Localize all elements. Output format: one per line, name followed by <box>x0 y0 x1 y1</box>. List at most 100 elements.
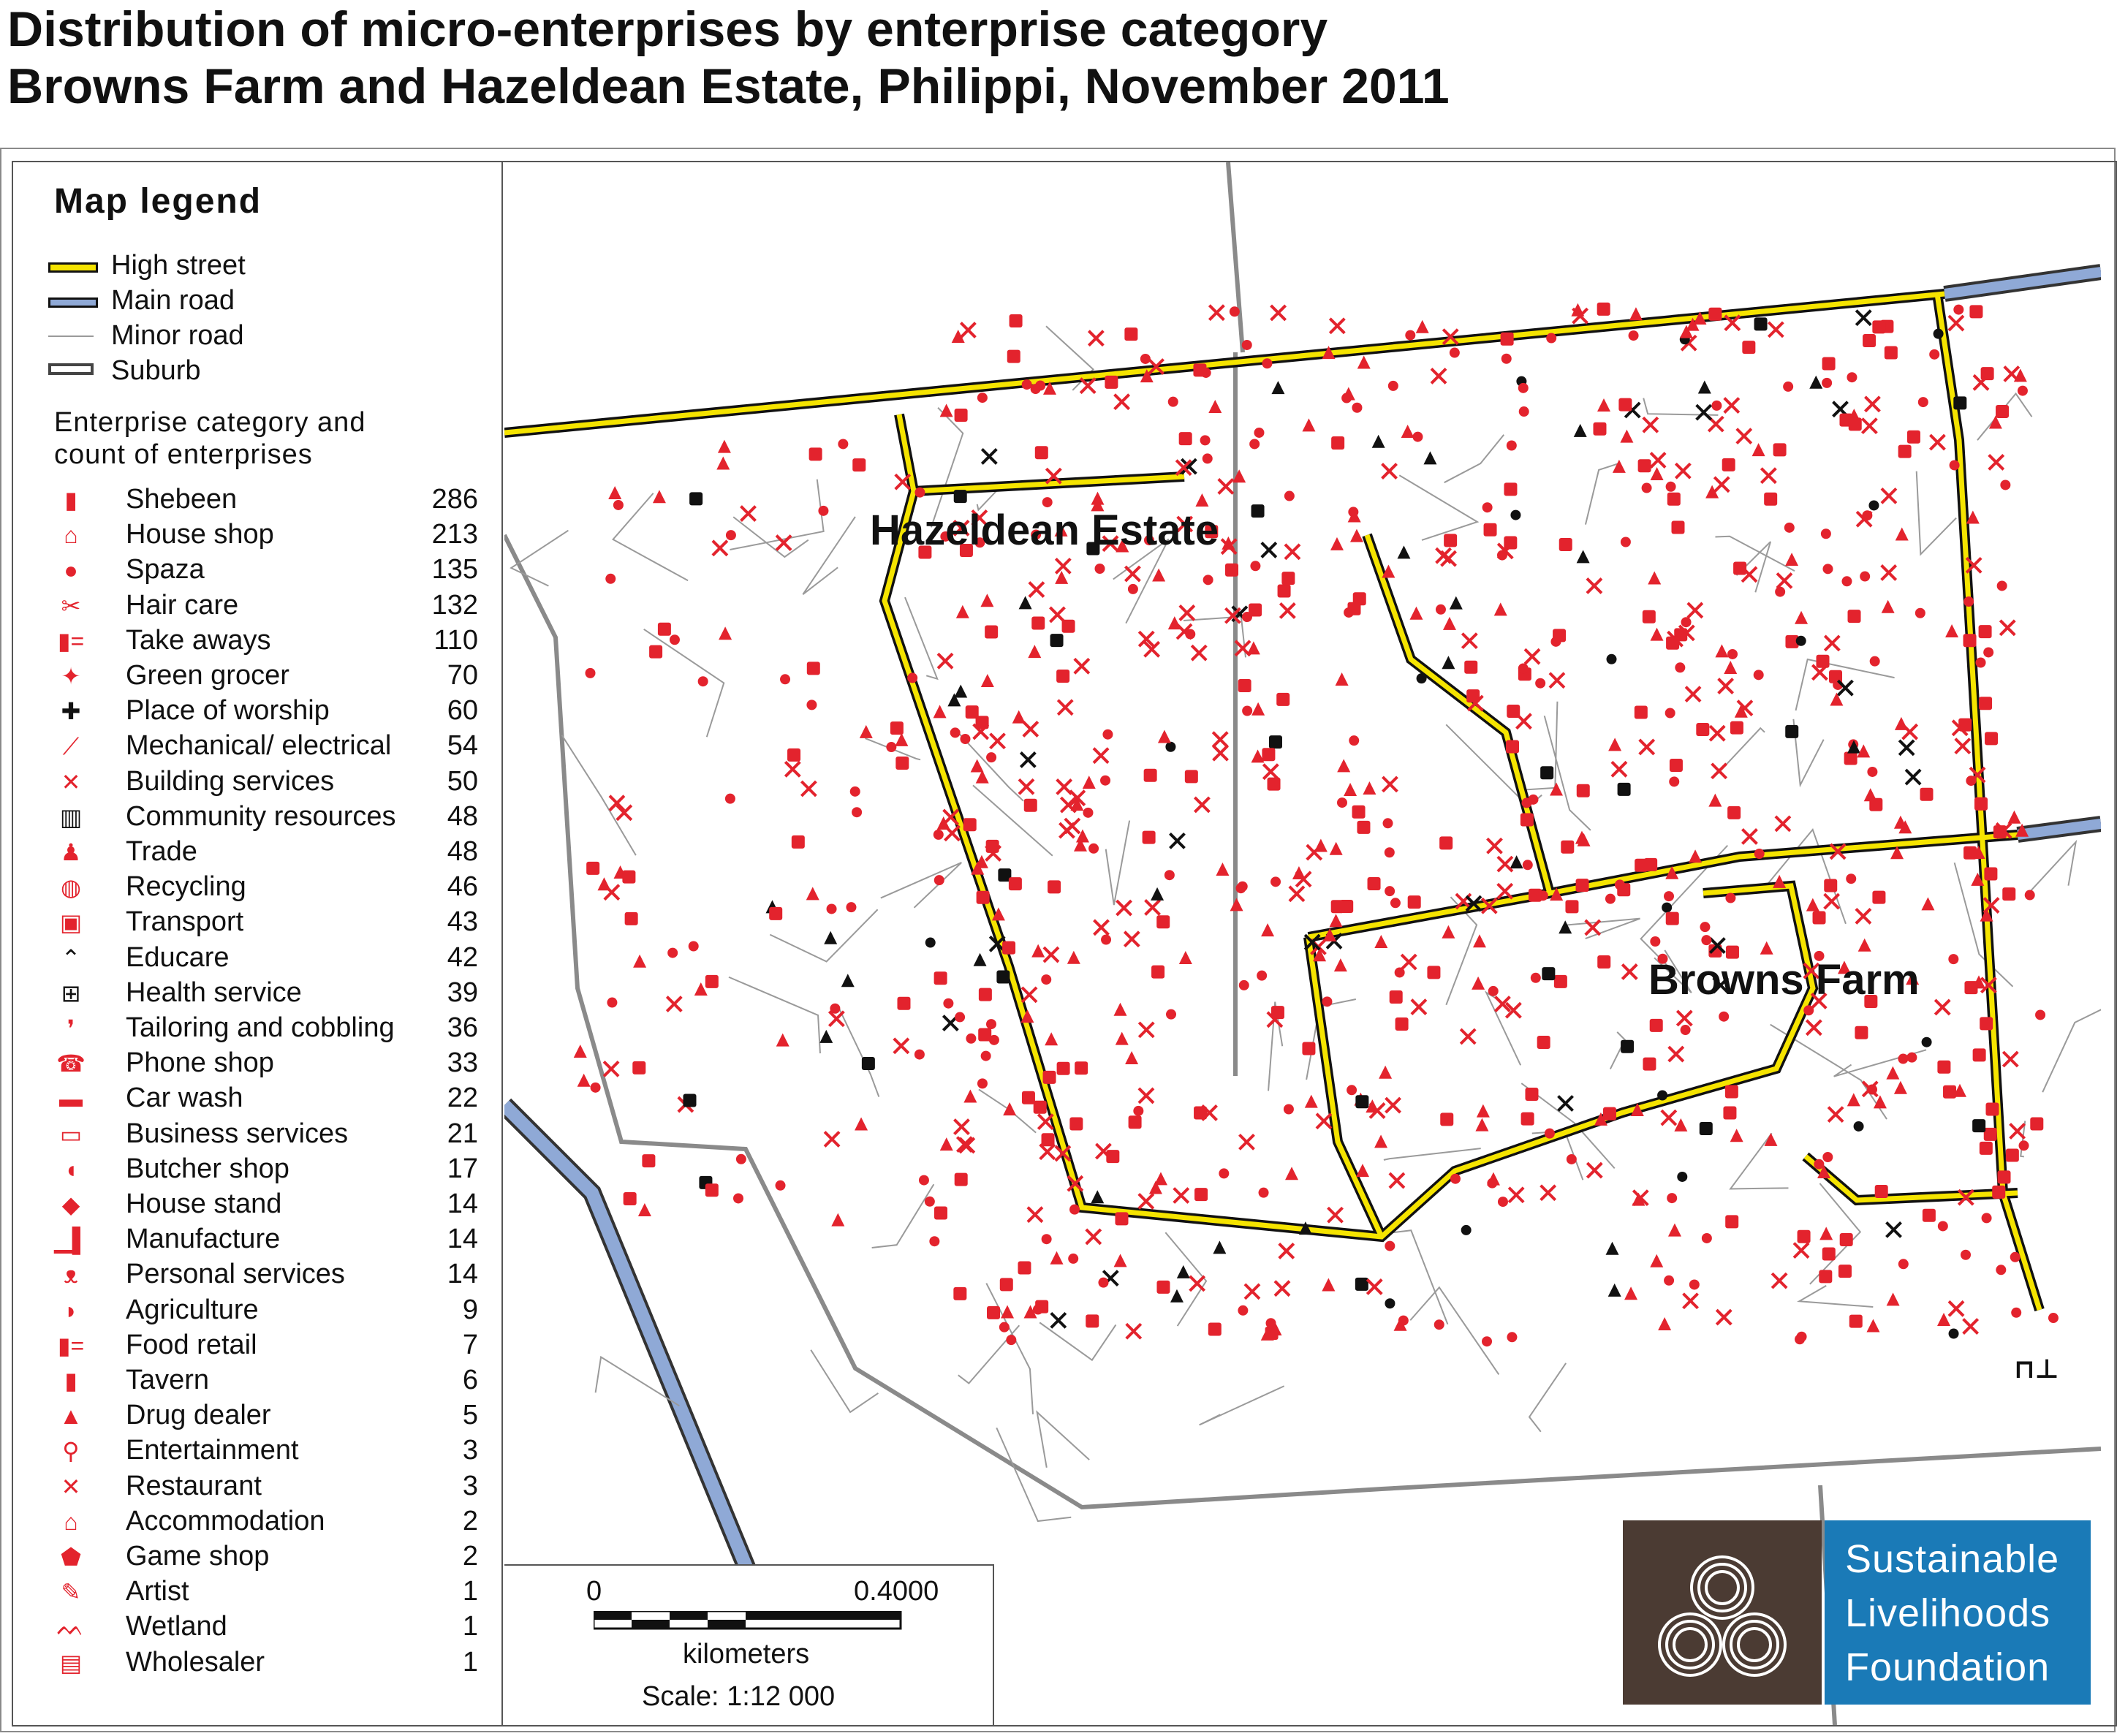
enterprise-marker[interactable] <box>1506 440 1517 451</box>
enterprise-marker[interactable] <box>1086 542 1100 556</box>
enterprise-marker[interactable] <box>1504 482 1518 496</box>
enterprise-marker[interactable] <box>1125 1322 1143 1340</box>
enterprise-marker[interactable] <box>649 645 663 659</box>
enterprise-marker[interactable] <box>2002 1050 2019 1068</box>
enterprise-marker[interactable] <box>1847 1093 1860 1107</box>
enterprise-marker[interactable] <box>1921 897 1935 911</box>
enterprise-marker[interactable] <box>1733 561 1747 575</box>
enterprise-marker[interactable] <box>1082 776 1096 789</box>
enterprise-marker[interactable] <box>1401 424 1415 438</box>
enterprise-marker[interactable] <box>1059 796 1077 814</box>
enterprise-marker[interactable] <box>1518 663 1529 674</box>
enterprise-marker[interactable] <box>2035 1009 2046 1020</box>
enterprise-marker[interactable] <box>1861 1080 1879 1098</box>
enterprise-marker[interactable] <box>1208 304 1225 322</box>
enterprise-marker[interactable] <box>624 911 638 925</box>
enterprise-marker[interactable] <box>1461 1224 1472 1235</box>
enterprise-marker[interactable] <box>1151 887 1164 901</box>
enterprise-marker[interactable] <box>1241 339 1252 350</box>
enterprise-marker[interactable] <box>975 770 989 784</box>
enterprise-marker[interactable] <box>1695 403 1713 421</box>
enterprise-marker[interactable] <box>1116 899 1132 917</box>
enterprise-marker[interactable] <box>1708 793 1722 807</box>
enterprise-marker[interactable] <box>1715 1308 1732 1326</box>
enterprise-marker[interactable] <box>1094 564 1105 575</box>
enterprise-marker[interactable] <box>1817 1165 1831 1179</box>
enterprise-marker[interactable] <box>1929 433 1946 451</box>
enterprise-marker[interactable] <box>1937 1313 1951 1327</box>
enterprise-marker[interactable] <box>2000 480 2011 490</box>
enterprise-marker[interactable] <box>1382 818 1393 829</box>
enterprise-marker[interactable] <box>2011 1307 2022 1318</box>
enterprise-marker[interactable] <box>2013 368 2027 382</box>
enterprise-marker[interactable] <box>1251 702 1265 716</box>
enterprise-marker[interactable] <box>1520 1112 1534 1126</box>
enterprise-marker[interactable] <box>1101 934 1112 945</box>
enterprise-marker[interactable] <box>1250 561 1261 572</box>
enterprise-marker[interactable] <box>1978 625 1992 639</box>
enterprise-marker[interactable] <box>1686 317 1700 331</box>
enterprise-marker[interactable] <box>1997 1170 2011 1184</box>
enterprise-marker[interactable] <box>1853 1121 1864 1132</box>
enterprise-marker[interactable] <box>1869 797 1883 811</box>
enterprise-marker[interactable] <box>1440 1113 1454 1126</box>
enterprise-marker[interactable] <box>1144 898 1161 916</box>
enterprise-marker[interactable] <box>1628 330 1639 341</box>
enterprise-marker[interactable] <box>1650 467 1664 481</box>
enterprise-marker[interactable] <box>1849 1314 1863 1328</box>
enterprise-marker[interactable] <box>1963 634 1977 648</box>
enterprise-marker[interactable] <box>1363 781 1376 795</box>
enterprise-marker[interactable] <box>1530 972 1541 983</box>
enterprise-marker[interactable] <box>1515 713 1532 730</box>
enterprise-marker[interactable] <box>841 974 855 988</box>
enterprise-marker[interactable] <box>1224 563 1238 577</box>
enterprise-marker[interactable] <box>688 941 699 952</box>
enterprise-marker[interactable] <box>1331 436 1345 450</box>
enterprise-marker[interactable] <box>826 903 837 914</box>
enterprise-marker[interactable] <box>1667 1045 1685 1063</box>
enterprise-marker[interactable] <box>1137 630 1155 648</box>
enterprise-marker[interactable] <box>1496 882 1514 900</box>
enterprise-marker[interactable] <box>936 652 954 670</box>
enterprise-marker[interactable] <box>1315 1113 1333 1130</box>
enterprise-marker[interactable] <box>1356 1164 1370 1178</box>
enterprise-marker[interactable] <box>1576 550 1590 564</box>
enterprise-marker[interactable] <box>1504 1001 1522 1019</box>
enterprise-marker[interactable] <box>665 996 683 1012</box>
enterprise-marker[interactable] <box>637 1203 651 1217</box>
enterprise-marker[interactable] <box>1823 892 1841 910</box>
enterprise-marker[interactable] <box>1382 776 1398 793</box>
enterprise-marker[interactable] <box>1333 958 1347 972</box>
enterprise-marker[interactable] <box>1154 1172 1167 1186</box>
enterprise-marker[interactable] <box>1657 953 1668 964</box>
enterprise-marker[interactable] <box>1021 1091 1035 1104</box>
enterprise-marker[interactable] <box>1254 427 1265 438</box>
enterprise-marker[interactable] <box>1091 498 1105 512</box>
enterprise-marker[interactable] <box>1715 644 1729 658</box>
enterprise-marker[interactable] <box>1113 393 1131 411</box>
enterprise-marker[interactable] <box>1669 759 1683 773</box>
enterprise-marker[interactable] <box>1518 406 1529 417</box>
enterprise-marker[interactable] <box>1724 661 1738 675</box>
enterprise-marker[interactable] <box>1981 1213 1992 1224</box>
enterprise-marker[interactable] <box>1974 797 1988 811</box>
enterprise-marker[interactable] <box>623 1191 637 1205</box>
enterprise-marker[interactable] <box>1056 1061 1070 1075</box>
enterprise-marker[interactable] <box>1723 1106 1737 1120</box>
enterprise-marker[interactable] <box>924 1196 935 1207</box>
enterprise-marker[interactable] <box>1185 629 1196 640</box>
enterprise-marker[interactable] <box>669 634 680 645</box>
enterprise-marker[interactable] <box>1021 379 1032 390</box>
enterprise-marker[interactable] <box>1992 1185 2006 1199</box>
enterprise-marker[interactable] <box>985 625 999 639</box>
enterprise-marker[interactable] <box>1662 902 1673 913</box>
enterprise-marker[interactable] <box>1329 914 1343 928</box>
enterprise-marker[interactable] <box>1771 1272 1788 1289</box>
enterprise-marker[interactable] <box>1106 1150 1120 1164</box>
enterprise-marker[interactable] <box>1251 504 1265 518</box>
enterprise-marker[interactable] <box>1352 592 1366 606</box>
enterprise-marker[interactable] <box>1195 493 1209 507</box>
enterprise-marker[interactable] <box>823 1131 841 1148</box>
enterprise-marker[interactable] <box>590 1082 601 1093</box>
enterprise-marker[interactable] <box>1001 1305 1015 1319</box>
